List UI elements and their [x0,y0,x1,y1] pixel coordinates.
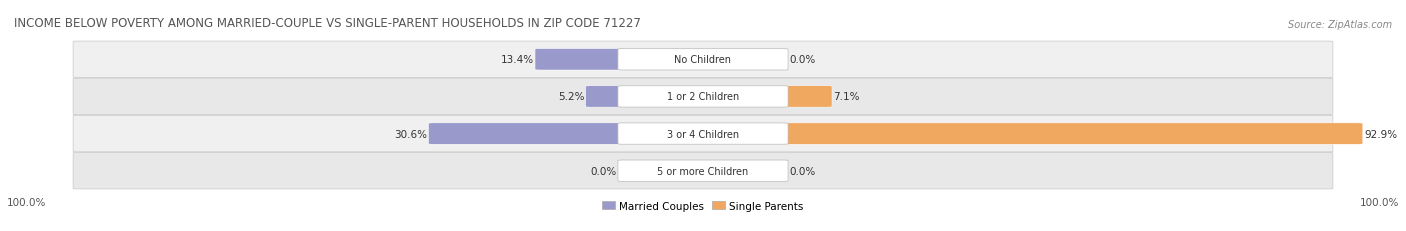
Text: INCOME BELOW POVERTY AMONG MARRIED-COUPLE VS SINGLE-PARENT HOUSEHOLDS IN ZIP COD: INCOME BELOW POVERTY AMONG MARRIED-COUPL… [14,17,641,30]
FancyBboxPatch shape [619,160,787,182]
Text: 0.0%: 0.0% [790,55,815,65]
Text: 100.0%: 100.0% [7,197,46,207]
Text: No Children: No Children [675,55,731,65]
Text: 5 or more Children: 5 or more Children [658,166,748,176]
FancyBboxPatch shape [73,42,1333,78]
FancyBboxPatch shape [619,49,787,71]
Text: 7.1%: 7.1% [834,92,860,102]
Text: 0.0%: 0.0% [790,166,815,176]
FancyBboxPatch shape [73,116,1333,152]
Text: 5.2%: 5.2% [558,92,585,102]
Text: 3 or 4 Children: 3 or 4 Children [666,129,740,139]
FancyBboxPatch shape [586,86,627,108]
FancyBboxPatch shape [779,123,1362,145]
Text: 100.0%: 100.0% [1360,197,1399,207]
FancyBboxPatch shape [536,49,627,71]
Text: 0.0%: 0.0% [591,166,616,176]
Text: Source: ZipAtlas.com: Source: ZipAtlas.com [1288,20,1392,30]
FancyBboxPatch shape [429,123,627,145]
FancyBboxPatch shape [73,79,1333,115]
Legend: Married Couples, Single Parents: Married Couples, Single Parents [603,201,803,211]
Text: 1 or 2 Children: 1 or 2 Children [666,92,740,102]
FancyBboxPatch shape [619,123,787,145]
FancyBboxPatch shape [779,86,832,108]
Text: 92.9%: 92.9% [1364,129,1398,139]
Text: 30.6%: 30.6% [394,129,427,139]
Text: 13.4%: 13.4% [501,55,534,65]
FancyBboxPatch shape [619,86,787,108]
FancyBboxPatch shape [73,153,1333,189]
